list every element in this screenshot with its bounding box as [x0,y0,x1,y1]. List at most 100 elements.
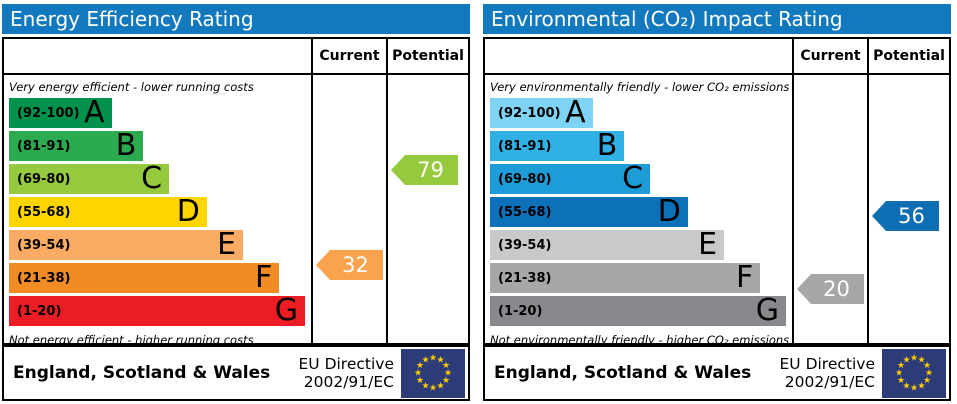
potential-rating-arrow: 56 [872,201,939,231]
svg-text:★: ★ [421,381,429,391]
band-d: (55-68) D [490,197,688,227]
band-range: (69-80) [498,171,552,187]
bands-header-cell [485,39,792,73]
svg-text:★: ★ [436,381,444,391]
band-c: (69-80) C [9,161,170,196]
band-letter: G [755,293,779,328]
current-value-column: 20 [792,75,867,343]
region-label: England, Scotland & Wales [13,363,271,383]
svg-text:★: ★ [416,376,424,386]
svg-text:★: ★ [897,361,905,371]
band-range: (1-20) [17,303,62,319]
current-rating-arrow: 32 [316,250,383,280]
band-range: (92-100) [498,105,561,121]
potential-column-header: Potential [386,39,468,73]
svg-text:★: ★ [414,368,422,378]
epc-charts: Energy Efficiency Rating Current Potenti… [2,4,955,401]
top-note: Very environmentally friendly - lower CO… [490,80,790,94]
svg-text:★: ★ [897,376,905,386]
band-letter: A [565,95,586,130]
eu-directive-label: EU Directive 2002/91/EC [298,354,395,391]
panel-title-energy: Energy Efficiency Rating [2,4,470,34]
band-list: (92-100) A (81-91) B (69-80) C (55-68) D (39… [4,98,311,326]
panel-environmental-impact: Environmental (CO₂) Impact Rating Curren… [483,4,951,401]
svg-text:★: ★ [917,381,925,391]
current-value-column: 32 [311,75,386,343]
band-b: (81-91) B [9,128,144,163]
table-body: Very environmentally friendly - lower CO… [485,75,949,343]
band-letter: E [217,227,237,262]
band-letter: F [255,260,273,295]
energy-rating-table: Current Potential Very energy efficient … [2,37,470,345]
band-letter: G [274,293,298,328]
current-rating-arrow: 20 [797,274,864,304]
panel-footer: England, Scotland & Wales EU Directive 2… [483,345,951,401]
table-body: Very energy efficient - lower running co… [4,75,468,343]
band-letter: C [141,161,163,196]
band-letter: F [736,260,754,295]
band-letter: E [698,227,718,262]
svg-text:★: ★ [444,368,452,378]
svg-text:★: ★ [442,376,450,386]
band-f: (21-38) F [490,260,761,295]
svg-text:★: ★ [429,353,437,363]
potential-value-column: 56 [867,75,949,343]
svg-text:★: ★ [910,383,918,393]
band-range: (55-68) [17,204,71,220]
band-c: (69-80) C [490,164,651,194]
band-d: (55-68) D [9,197,207,227]
band-range: (81-91) [17,138,71,154]
svg-text:★: ★ [910,353,918,363]
band-a: (92-100) A [9,98,112,128]
band-letter: B [115,128,137,163]
band-list: (92-100) A (81-91) B (69-80) C (55-68) D (39… [485,98,792,326]
svg-text:★: ★ [429,383,437,393]
band-range: (21-38) [498,270,552,286]
potential-rating-arrow: 79 [391,155,458,185]
svg-text:★: ★ [923,361,931,371]
svg-text:★: ★ [421,355,429,365]
band-e: (39-54) E [490,227,725,262]
band-range: (81-91) [498,138,552,154]
band-letter: D [657,194,681,229]
svg-text:★: ★ [917,355,925,365]
band-range: (92-100) [17,105,80,121]
potential-value-column: 79 [386,75,468,343]
band-range: (39-54) [498,237,552,253]
top-note: Very energy efficient - lower running co… [9,80,254,94]
eu-flag-icon: ★ ★ ★ ★ ★ ★ ★ ★ ★ ★ ★ ★ [882,348,946,398]
svg-text:★: ★ [416,361,424,371]
environmental-rating-table: Current Potential Very environmentally f… [483,37,951,345]
svg-text:★: ★ [923,376,931,386]
panel-title-environmental: Environmental (CO₂) Impact Rating [483,4,951,34]
svg-text:★: ★ [902,381,910,391]
potential-column-header: Potential [867,39,949,73]
current-column-header: Current [792,39,867,73]
band-a: (92-100) A [490,98,593,128]
band-e: (39-54) E [9,227,244,262]
band-range: (39-54) [17,237,71,253]
band-letter: D [176,194,200,229]
svg-text:★: ★ [436,355,444,365]
band-range: (21-38) [17,270,71,286]
svg-text:★: ★ [902,355,910,365]
band-letter: A [84,95,105,130]
svg-text:★: ★ [925,368,933,378]
current-column-header: Current [311,39,386,73]
bands-column: Very environmentally friendly - lower CO… [485,75,792,343]
current-rating-value: 32 [342,253,369,277]
current-rating-value: 20 [823,277,850,301]
table-header-row: Current Potential [485,39,949,75]
bands-header-cell [4,39,311,73]
band-g: (1-20) G [490,296,786,326]
band-range: (1-20) [498,303,543,319]
svg-text:★: ★ [442,361,450,371]
bottom-note: Not energy efficient - higher running co… [9,333,254,343]
potential-rating-value: 56 [898,204,925,228]
eu-flag-icon: ★ ★ ★ ★ ★ ★ ★ ★ ★ ★ ★ ★ [401,348,465,398]
band-range: (55-68) [498,204,552,220]
table-header-row: Current Potential [4,39,468,75]
bottom-note: Not environmentally friendly - higher CO… [490,333,790,343]
region-label: England, Scotland & Wales [494,363,752,383]
band-g: (1-20) G [9,296,305,326]
